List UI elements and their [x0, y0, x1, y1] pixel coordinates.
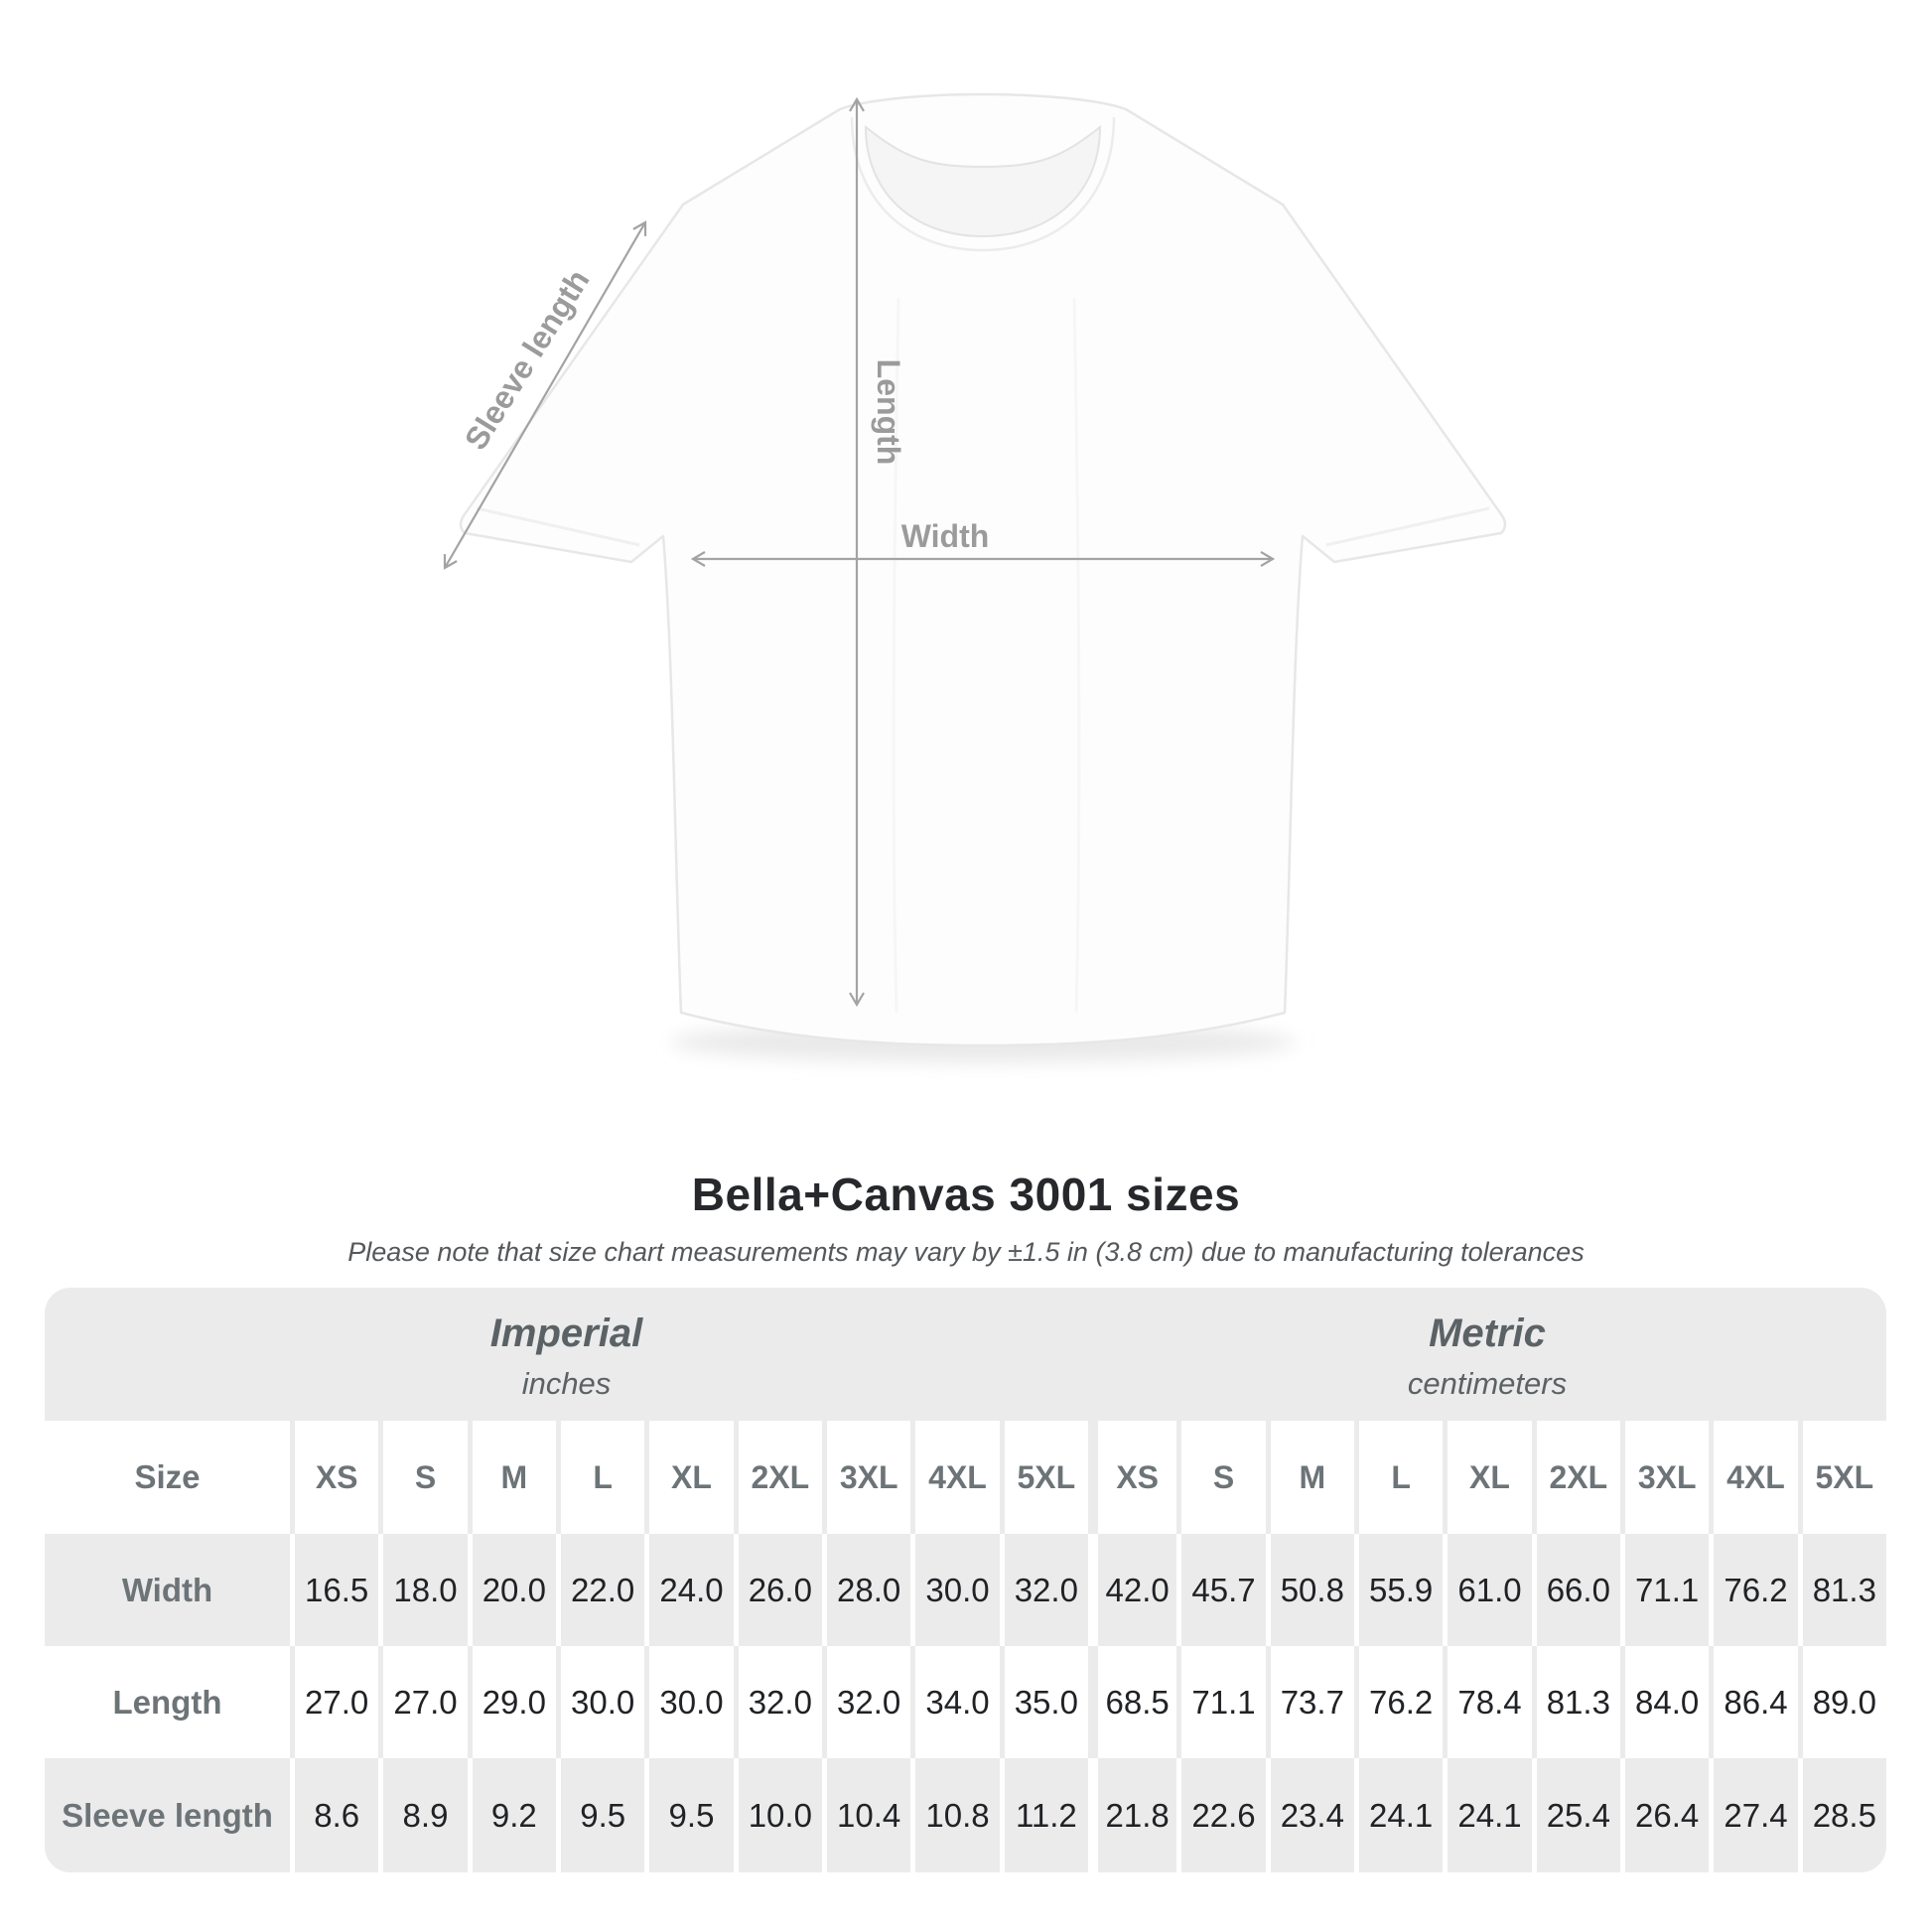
width-imperial-xs: 16.5 — [290, 1534, 379, 1646]
unit-header-band: Imperial inches Metric centimeters — [45, 1288, 1886, 1421]
sleeve-imperial-4xl: 10.8 — [910, 1758, 1000, 1872]
length-imperial-3xl: 32.0 — [822, 1646, 911, 1758]
sleeve-metric-2xl: 25.4 — [1531, 1758, 1620, 1872]
sleeve-metric-5xl: 28.5 — [1797, 1758, 1886, 1872]
size-table: Imperial inches Metric centimeters Size … — [45, 1288, 1886, 1872]
length-imperial-2xl: 32.0 — [733, 1646, 822, 1758]
length-imperial-4xl: 34.0 — [910, 1646, 1000, 1758]
metric-unit: centimeters — [1407, 1366, 1568, 1401]
length-imperial-5xl: 35.0 — [999, 1646, 1088, 1758]
tshirt-right-cuff-line — [1325, 506, 1490, 547]
tshirt-collar-opening — [864, 124, 1102, 238]
size-col-metric-2xl: 2XL — [1531, 1421, 1620, 1534]
width-imperial-l: 22.0 — [556, 1534, 645, 1646]
size-col-metric-5xl: 5XL — [1797, 1421, 1886, 1534]
tshirt-crease-left — [892, 297, 900, 1014]
length-metric-5xl: 89.0 — [1797, 1646, 1886, 1758]
metric-title: Metric — [1429, 1311, 1546, 1355]
sleeve-imperial-3xl: 10.4 — [822, 1758, 911, 1872]
sleeve-metric-xs: 21.8 — [1088, 1758, 1177, 1872]
size-col-imperial-l: L — [556, 1421, 645, 1534]
size-col-metric-xl: XL — [1443, 1421, 1532, 1534]
sleeve-metric-l: 24.1 — [1354, 1758, 1444, 1872]
tshirt-body — [459, 92, 1507, 1047]
width-imperial-s: 18.0 — [378, 1534, 468, 1646]
width-imperial-5xl: 32.0 — [999, 1534, 1088, 1646]
length-imperial-l: 30.0 — [556, 1646, 645, 1758]
width-metric-xs: 42.0 — [1088, 1534, 1177, 1646]
length-imperial-s: 27.0 — [378, 1646, 468, 1758]
width-imperial-4xl: 30.0 — [910, 1534, 1000, 1646]
row-label-length: Length — [45, 1646, 290, 1758]
tshirt-collar-rib — [850, 116, 1116, 252]
imperial-header: Imperial inches — [45, 1311, 1088, 1402]
width-metric-3xl: 71.1 — [1620, 1534, 1710, 1646]
size-col-imperial-4xl: 4XL — [910, 1421, 1000, 1534]
metric-header: Metric centimeters — [1088, 1311, 1886, 1402]
sleeve-imperial-l: 9.5 — [556, 1758, 645, 1872]
size-col-imperial-2xl: 2XL — [733, 1421, 822, 1534]
sleeve-metric-4xl: 27.4 — [1709, 1758, 1798, 1872]
width-metric-5xl: 81.3 — [1797, 1534, 1886, 1646]
imperial-unit: inches — [521, 1366, 612, 1401]
sleeve-metric-xl: 24.1 — [1443, 1758, 1532, 1872]
width-imperial-xl: 24.0 — [644, 1534, 734, 1646]
size-col-imperial-m: M — [467, 1421, 556, 1534]
length-metric-xs: 68.5 — [1088, 1646, 1177, 1758]
size-col-metric-m: M — [1265, 1421, 1354, 1534]
length-imperial-xl: 30.0 — [644, 1646, 734, 1758]
page-title: Bella+Canvas 3001 sizes — [691, 1169, 1241, 1220]
length-metric-xl: 78.4 — [1443, 1646, 1532, 1758]
sleeve-metric-3xl: 26.4 — [1620, 1758, 1710, 1872]
size-col-imperial-xs: XS — [290, 1421, 379, 1534]
size-col-imperial-3xl: 3XL — [822, 1421, 911, 1534]
length-imperial-m: 29.0 — [467, 1646, 556, 1758]
length-metric-3xl: 84.0 — [1620, 1646, 1710, 1758]
size-col-metric-l: L — [1354, 1421, 1444, 1534]
width-metric-4xl: 76.2 — [1709, 1534, 1798, 1646]
width-imperial-3xl: 28.0 — [822, 1534, 911, 1646]
column-header-size: Size — [45, 1421, 290, 1534]
size-col-imperial-xl: XL — [644, 1421, 734, 1534]
imperial-title: Imperial — [489, 1311, 643, 1355]
sleeve-imperial-xl: 9.5 — [644, 1758, 734, 1872]
width-imperial-2xl: 26.0 — [733, 1534, 822, 1646]
width-metric-m: 50.8 — [1265, 1534, 1354, 1646]
width-metric-xl: 61.0 — [1443, 1534, 1532, 1646]
sleeve-imperial-xs: 8.6 — [290, 1758, 379, 1872]
width-metric-2xl: 66.0 — [1531, 1534, 1620, 1646]
length-metric-4xl: 86.4 — [1709, 1646, 1798, 1758]
tolerance-note: Please note that size chart measurements… — [347, 1237, 1585, 1267]
row-label-sleeve-length: Sleeve length — [45, 1758, 290, 1872]
row-label-width: Width — [45, 1534, 290, 1646]
length-metric-2xl: 81.3 — [1531, 1646, 1620, 1758]
sleeve-imperial-s: 8.9 — [378, 1758, 468, 1872]
length-metric-m: 73.7 — [1265, 1646, 1354, 1758]
size-col-metric-s: S — [1176, 1421, 1266, 1534]
length-label: Length — [871, 359, 906, 466]
length-imperial-xs: 27.0 — [290, 1646, 379, 1758]
size-col-metric-3xl: 3XL — [1620, 1421, 1710, 1534]
size-col-metric-4xl: 4XL — [1709, 1421, 1798, 1534]
width-label: Width — [901, 518, 990, 554]
width-imperial-m: 20.0 — [467, 1534, 556, 1646]
width-metric-l: 55.9 — [1354, 1534, 1444, 1646]
tshirt-crease-right — [1072, 297, 1081, 1014]
sleeve-imperial-5xl: 11.2 — [999, 1758, 1088, 1872]
length-metric-s: 71.1 — [1176, 1646, 1266, 1758]
sleeve-metric-m: 23.4 — [1265, 1758, 1354, 1872]
sleeve-imperial-2xl: 10.0 — [733, 1758, 822, 1872]
sleeve-metric-s: 22.6 — [1176, 1758, 1266, 1872]
width-metric-s: 45.7 — [1176, 1534, 1266, 1646]
size-col-metric-xs: XS — [1088, 1421, 1177, 1534]
sleeve-imperial-m: 9.2 — [467, 1758, 556, 1872]
tshirt-measurement-diagram: Sleeve length Length Width — [443, 92, 1507, 1062]
length-metric-l: 76.2 — [1354, 1646, 1444, 1758]
sleeve-length-arrow — [443, 220, 647, 570]
size-col-imperial-5xl: 5XL — [999, 1421, 1088, 1534]
size-col-imperial-s: S — [378, 1421, 468, 1534]
